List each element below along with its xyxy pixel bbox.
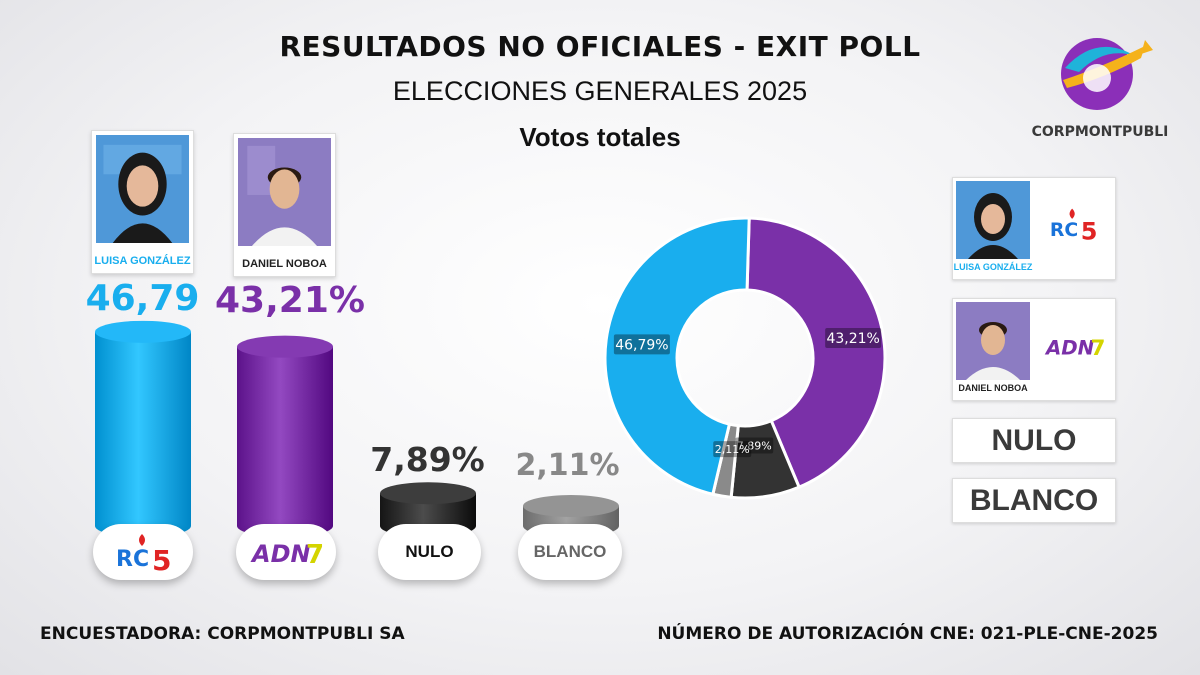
blanco-pill: BLANCO [518, 524, 622, 580]
svg-text:ADN: ADN [250, 540, 311, 568]
donut-label-blanco-text: 2,11% [715, 443, 750, 456]
adn-pill: ADN 7 [236, 524, 336, 580]
bar-luisa-top [95, 320, 191, 343]
blanco-pill-label: BLANCO [533, 542, 607, 561]
svg-text:RC: RC [1050, 220, 1078, 241]
legend-luisa-portrait-icon [956, 181, 1030, 259]
donut-label-blanco: 2,11% [713, 441, 752, 458]
luisa-photo-card: LUISA GONZÁLEZ [91, 130, 194, 274]
luisa-portrait-icon [96, 135, 189, 243]
nulo-pill-label: NULO [405, 542, 454, 561]
svg-text:7: 7 [1091, 336, 1106, 361]
legend-blanco: BLANCO [952, 478, 1116, 523]
daniel-portrait-icon [238, 138, 331, 246]
donut-label-nulo: 7,89% [735, 437, 774, 454]
bar-nulo-top [380, 482, 476, 505]
corpmontpubli-logo-icon [1061, 38, 1153, 110]
bar-daniel-top [237, 335, 333, 358]
svg-text:5: 5 [1081, 217, 1098, 245]
rc5-pill: RC 5 [93, 524, 193, 580]
donut-label-daniel-text: 43,21% [826, 331, 879, 347]
logo-text: CORPMONTPUBLI [1031, 124, 1169, 140]
bar-luisa-body [95, 331, 191, 537]
legend-luisa: LUISA GONZÁLEZ RC 5 [952, 177, 1116, 280]
legend-adn-logo-icon: ADN 7 [1044, 336, 1106, 361]
svg-text:7: 7 [306, 540, 324, 570]
daniel-name: DANIEL NOBOA [242, 258, 327, 270]
donut-slice-luisa [603, 216, 751, 497]
bar-daniel-body [237, 346, 333, 537]
daniel-photo-card: DANIEL NOBOA [233, 133, 336, 277]
footer-authorization: NÚMERO DE AUTORIZACIÓN CNE: 021-PLE-CNE-… [657, 624, 1158, 644]
svg-text:RC: RC [116, 547, 149, 572]
donut-label-daniel: 43,21% [825, 327, 882, 348]
luisa-name: LUISA GONZÁLEZ [94, 255, 191, 267]
legend-daniel: DANIEL NOBOA ADN 7 [952, 298, 1116, 401]
adn-logo-icon: ADN 7 [250, 540, 324, 570]
page-title: RESULTADOS NO OFICIALES - EXIT POLL [279, 30, 921, 63]
bar-blanco-top [523, 495, 619, 517]
legend-daniel-name: DANIEL NOBOA [958, 383, 1028, 393]
page-subtitle: ELECCIONES GENERALES 2025 [392, 76, 808, 106]
nulo-pill: NULO [378, 524, 481, 580]
donut-slice-daniel [745, 216, 887, 490]
daniel-percent-label: 43,21% [215, 280, 365, 321]
svg-text:ADN: ADN [1044, 336, 1095, 359]
legend-luisa-name: LUISA GONZÁLEZ [953, 262, 1033, 272]
donut-label-luisa-text: 46,79% [615, 337, 668, 353]
luisa-percent-label: 46,79 [85, 278, 200, 319]
nulo-percent-label: 7,89% [370, 440, 485, 479]
donut-label-luisa: 46,79% [613, 334, 670, 355]
bar-daniel [237, 335, 333, 537]
section-title: Votos totales [519, 122, 681, 152]
footer-pollster: ENCUESTADORA: CORPMONTPUBLI SA [40, 624, 405, 644]
legend-daniel-portrait-icon [956, 302, 1030, 380]
legend-rc5-logo-icon: RC 5 [1050, 208, 1098, 245]
rc5-logo-icon: RC 5 [116, 534, 171, 574]
bar-luisa [95, 320, 191, 537]
donut-chart: 43,21% 7,89%2,11% 46,79% [603, 216, 887, 500]
svg-text:5: 5 [152, 544, 171, 574]
legend-nulo: NULO [952, 418, 1116, 463]
donut-label-nulo-text: 7,89% [737, 439, 772, 452]
blanco-percent-label: 2,11% [515, 448, 620, 483]
